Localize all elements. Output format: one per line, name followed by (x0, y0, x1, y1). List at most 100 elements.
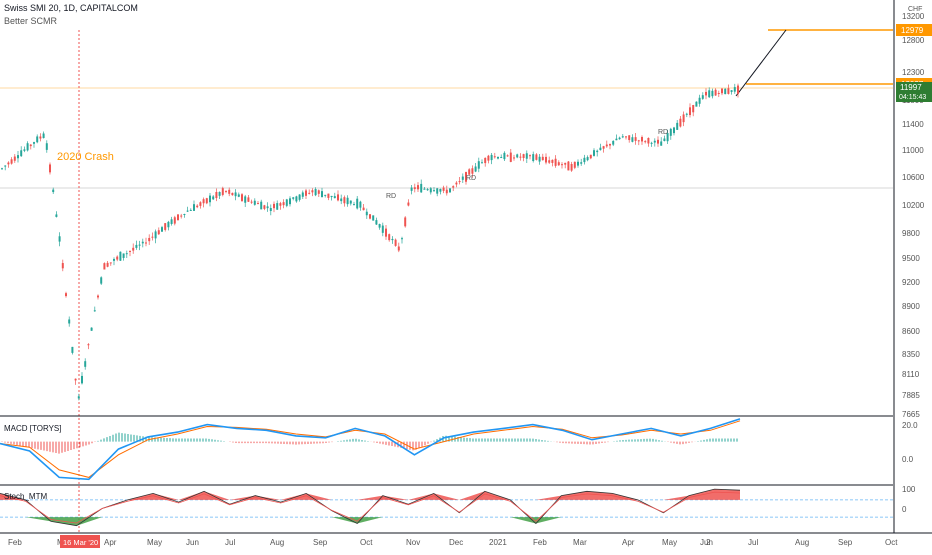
price-tick-label: 11000 (902, 146, 924, 155)
candle-body (602, 146, 605, 149)
candle-body (605, 144, 608, 147)
candle-body (365, 211, 368, 216)
candle-body (497, 156, 499, 159)
candle-body (685, 113, 688, 115)
macd-panel[interactable] (0, 418, 741, 481)
projection-line (735, 29, 787, 97)
candle-body (522, 154, 525, 158)
candle-body (708, 90, 711, 98)
candle-body (29, 144, 32, 147)
candle-body (385, 228, 387, 237)
candle-body (420, 183, 423, 193)
candle-body (532, 154, 535, 161)
candle-body (97, 295, 99, 298)
candle-body (593, 150, 595, 156)
candle-body (641, 137, 643, 142)
candle-body (13, 156, 16, 161)
candle-body (561, 164, 563, 166)
candle-body (234, 192, 237, 197)
target-level-value: 12979 (901, 26, 924, 35)
rd-label: RD (658, 129, 668, 136)
candle-body (263, 205, 266, 209)
candle-body (225, 190, 227, 192)
candle-body (81, 375, 83, 384)
candle-body (724, 88, 727, 95)
candle-body (369, 214, 371, 219)
candle-body (100, 277, 103, 284)
stoch-panel[interactable] (0, 488, 893, 527)
candle-body (439, 188, 442, 192)
candle-body (737, 85, 739, 94)
candle-body (612, 140, 615, 145)
candle-body (84, 361, 87, 367)
candle-body (157, 230, 160, 235)
candle-body (516, 154, 519, 158)
price-panel[interactable]: RD RD RD (1, 29, 893, 401)
candle-body (93, 310, 96, 312)
candle-body (1, 168, 3, 170)
candle-body (673, 127, 675, 134)
macd-tick-label: 20.0 (902, 421, 918, 430)
candle-body (663, 138, 666, 142)
candle-body (122, 253, 125, 258)
candle-body (68, 319, 71, 324)
candle-body (637, 140, 640, 142)
candle-body (535, 154, 538, 160)
price-tick-label: 8350 (902, 350, 920, 359)
rd-label: RD (386, 193, 396, 200)
time-tick-label: Apr (104, 538, 117, 547)
candle-body (132, 247, 135, 251)
candle-body (705, 91, 707, 96)
stoch-overbought-fill (0, 489, 740, 500)
candle-body (247, 197, 250, 202)
candle-body (33, 142, 35, 144)
candle-body (458, 181, 461, 183)
candle-body (701, 95, 704, 99)
candle-body (583, 157, 586, 163)
candle-body (237, 194, 240, 197)
candle-body (487, 155, 490, 161)
candle-body (196, 205, 199, 208)
candle-body (721, 88, 723, 94)
candle-body (77, 396, 80, 399)
candle-body (730, 90, 733, 92)
candle-body (391, 238, 394, 241)
candle-body (580, 162, 583, 164)
candle-body (477, 161, 480, 169)
candle-body (676, 122, 679, 130)
candle-body (634, 137, 637, 141)
candle-body (407, 202, 410, 206)
time-tick-label: Dec (449, 538, 463, 547)
candle-body (682, 114, 685, 123)
stoch-tick-label: 0 (902, 505, 907, 514)
stoch-oversold-fill (0, 517, 740, 526)
candle-body (653, 140, 656, 143)
candle-body (717, 93, 720, 95)
candle-body (356, 198, 359, 209)
time-tick-label: May (662, 538, 677, 547)
candle-body (301, 192, 304, 197)
candle-body (116, 256, 119, 260)
candle-body (36, 136, 39, 143)
candle-body (52, 189, 55, 193)
candle-body (490, 154, 493, 161)
candle-body (468, 169, 471, 175)
candle-body (218, 191, 221, 196)
candle-body (401, 238, 403, 240)
candle-body (257, 203, 259, 205)
candle-body (231, 192, 234, 196)
currency-label: CHF (908, 6, 922, 13)
candle-body (205, 198, 208, 204)
candle-body (4, 165, 7, 167)
candle-body (567, 161, 570, 171)
candle-body (372, 215, 375, 221)
candle-body (493, 156, 496, 158)
candle-body (513, 157, 515, 159)
time-tick-label: Mar (573, 538, 587, 547)
time-tick-label: Sep (838, 538, 853, 547)
candle-body (161, 227, 163, 232)
candle-body (295, 196, 298, 202)
